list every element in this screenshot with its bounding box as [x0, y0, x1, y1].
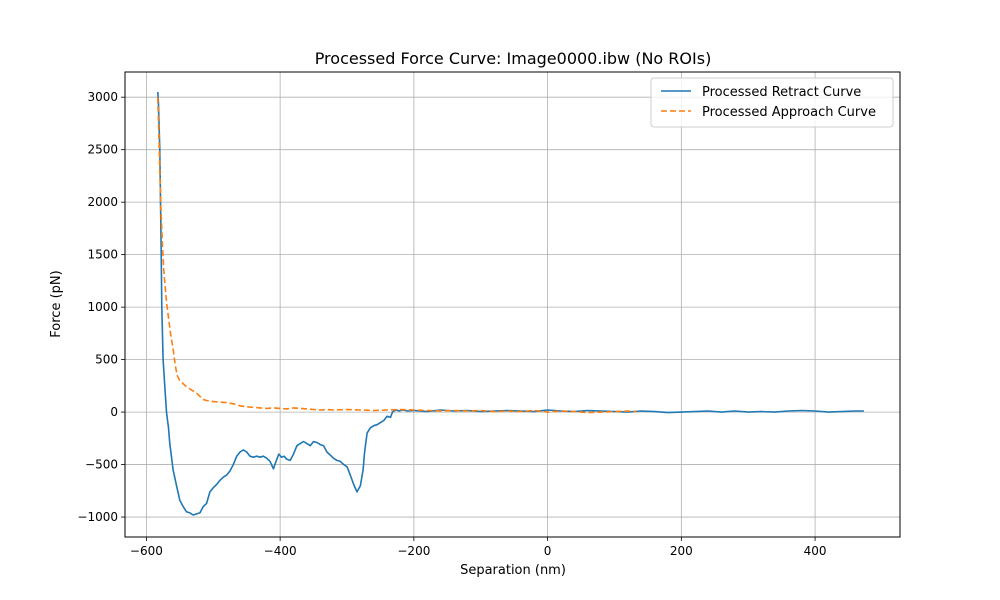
legend-box [650, 77, 894, 128]
x-tick-label: −600 [130, 544, 163, 558]
x-tick-label: −200 [397, 544, 430, 558]
retract-curve-line [157, 91, 864, 516]
legend: Processed Retract Curve Processed Approa… [650, 77, 894, 128]
grid-lines [125, 72, 900, 537]
plot-frame [124, 71, 901, 538]
legend-retract-label: Processed Retract Curve [702, 85, 861, 100]
y-tick-label: 1000 [87, 300, 118, 314]
x-tick-label: 0 [544, 544, 552, 558]
x-tick-label: 400 [804, 544, 827, 558]
y-tick-label: 2500 [87, 143, 118, 157]
y-tick-label: 2000 [87, 195, 118, 209]
x-tick-label: −400 [264, 544, 297, 558]
axis-ticks: −600 −400 −200 0 200 400 −1000 −500 0 500 1000 1500… [77, 90, 826, 558]
approach-curve-line [157, 97, 637, 414]
x-axis-label: Separation (nm) [460, 563, 566, 578]
y-tick-label: 1500 [87, 248, 118, 262]
y-tick-label: −500 [85, 458, 118, 472]
x-tick-label: 200 [670, 544, 693, 558]
chart-title: Processed Force Curve: Image0000.ibw (No… [315, 49, 712, 68]
y-tick-label: 0 [110, 405, 118, 419]
y-axis-label: Force (pN) [49, 270, 64, 337]
legend-approach-label: Processed Approach Curve [702, 105, 876, 120]
series-layer [157, 91, 864, 516]
y-tick-label: 3000 [87, 90, 118, 104]
y-tick-label: 500 [95, 353, 118, 367]
y-tick-label: −1000 [77, 510, 118, 524]
